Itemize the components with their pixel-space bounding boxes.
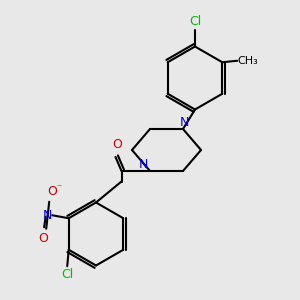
Text: O: O <box>47 185 57 198</box>
Text: CH₃: CH₃ <box>237 56 258 66</box>
Text: O: O <box>38 232 48 245</box>
Text: Cl: Cl <box>61 268 73 281</box>
Text: N: N <box>180 116 189 129</box>
Text: N: N <box>43 209 52 222</box>
Text: ⁻: ⁻ <box>56 183 61 193</box>
Text: O: O <box>112 138 122 152</box>
Text: Cl: Cl <box>189 15 201 28</box>
Text: N: N <box>139 158 148 171</box>
